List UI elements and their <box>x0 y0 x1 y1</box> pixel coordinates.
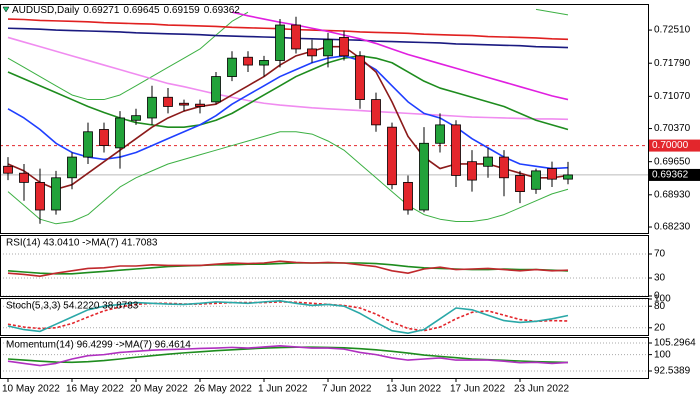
indicator-line <box>7 260 569 277</box>
chart-header: AUDUSD,Daily 0.69271 0.69645 0.69159 0.69362 <box>12 5 240 16</box>
candle-body <box>387 126 397 186</box>
x-tick-label: 20 May 2022 <box>130 384 188 395</box>
candle-body <box>35 181 45 211</box>
ohlc-value: 0.69645 <box>123 5 160 16</box>
candle-body <box>243 56 253 66</box>
candle-body <box>307 48 317 57</box>
x-tick-label: 23 Jun 2022 <box>514 384 569 395</box>
candle-body <box>195 103 205 107</box>
candle-body <box>19 172 29 183</box>
candle-body <box>115 117 125 149</box>
x-tick-label: 7 Jun 2022 <box>322 384 372 395</box>
level-box <box>649 139 700 152</box>
y-tick-label: 20 <box>654 322 666 333</box>
indicator-legend: Momentum(14) 96.4299 ->MA(7) 96.4614 <box>6 340 191 351</box>
candle-body <box>515 175 525 192</box>
x-tick-label: 16 May 2022 <box>66 384 124 395</box>
y-tick-label: 30 <box>654 273 666 284</box>
candle-body <box>275 24 285 61</box>
ohlc-value: 0.69271 <box>83 5 120 16</box>
candle-body <box>147 96 157 119</box>
x-tick-label: 10 May 2022 <box>2 384 60 395</box>
candle-body <box>531 170 541 190</box>
indicator-legend: RSI(14) 43.0410 ->MA(7) 41.7083 <box>6 238 158 249</box>
candle-body <box>435 124 445 144</box>
y-tick-label: 100 <box>654 294 671 305</box>
indicator-line <box>7 131 569 225</box>
y-tick-label: 92.5389 <box>654 366 691 377</box>
indicator-line <box>231 11 569 101</box>
candle-body <box>483 156 493 167</box>
indicator-line <box>7 300 569 334</box>
indicator-legend: Stoch(5,3,3) 54.2220 38.8783 <box>6 301 139 312</box>
y-tick-label: 0 <box>654 291 660 302</box>
main-frame <box>0 4 649 234</box>
candle-body <box>163 96 173 107</box>
y-tick-label: 70 <box>654 249 666 260</box>
y-tick-label: 0.68230 <box>654 222 691 233</box>
x-tick-label: 1 Jun 2022 <box>258 384 308 395</box>
y-tick-label: 105.2964 <box>654 338 696 349</box>
stoch-frame <box>0 298 649 336</box>
indicator-line <box>7 18 569 41</box>
candle-body <box>51 177 61 211</box>
rsi-frame <box>0 235 649 297</box>
indicator-line <box>7 55 569 170</box>
y-tick-label: 100 <box>654 349 671 360</box>
candle-body <box>131 115 141 121</box>
indicator-line <box>7 301 569 332</box>
indicator-line <box>7 345 569 367</box>
momentum-frame <box>0 337 649 379</box>
candle-body <box>371 99 381 126</box>
level-label: 0.70000 <box>652 140 689 151</box>
symbol-icon <box>2 6 10 13</box>
candle-body <box>259 60 269 66</box>
candle-body <box>403 181 413 211</box>
candle-body <box>83 131 93 158</box>
indicator-line <box>7 55 569 131</box>
y-tick-label: 0.71070 <box>654 91 691 102</box>
y-tick-label: 0.70370 <box>654 123 691 134</box>
y-tick-label: 0.68930 <box>654 189 691 200</box>
candle-body <box>563 174 573 180</box>
candle-body <box>67 156 77 179</box>
candle-body <box>499 156 509 179</box>
y-tick-label: 0.69650 <box>654 156 691 167</box>
candle-body <box>355 55 365 100</box>
price-box <box>649 168 700 181</box>
y-tick-label: 0.72510 <box>654 25 691 36</box>
x-tick-label: 13 Jun 2022 <box>386 384 441 395</box>
indicator-line <box>7 8 569 101</box>
indicator-line <box>7 346 569 364</box>
indicator-line <box>7 27 569 49</box>
candle-body <box>547 168 557 180</box>
symbol: AUDUSD,Daily <box>12 5 79 16</box>
plot-layer <box>0 8 648 372</box>
price-label: 0.69362 <box>652 170 689 181</box>
candle-body <box>3 165 13 174</box>
candle-body <box>211 76 221 103</box>
candle-body <box>323 39 333 57</box>
x-tick-label: 17 Jun 2022 <box>450 384 505 395</box>
y-tick-label: 80 <box>654 301 666 312</box>
y-tick-label: 0.71790 <box>654 58 691 69</box>
candle-body <box>451 124 461 176</box>
candle-body <box>291 24 301 50</box>
candle-body <box>179 102 189 106</box>
ohlc-value: 0.69159 <box>164 5 201 16</box>
ohlc-value: 0.69362 <box>204 5 241 16</box>
indicator-line <box>7 36 569 121</box>
candle-body <box>227 57 237 77</box>
candle-body <box>339 37 349 57</box>
x-tick-label: 26 May 2022 <box>194 384 252 395</box>
candle-body <box>419 142 429 211</box>
candle-body <box>99 129 109 146</box>
candle-body <box>467 161 477 181</box>
